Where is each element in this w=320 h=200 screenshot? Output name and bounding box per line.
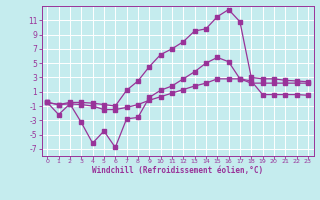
X-axis label: Windchill (Refroidissement éolien,°C): Windchill (Refroidissement éolien,°C): [92, 166, 263, 175]
